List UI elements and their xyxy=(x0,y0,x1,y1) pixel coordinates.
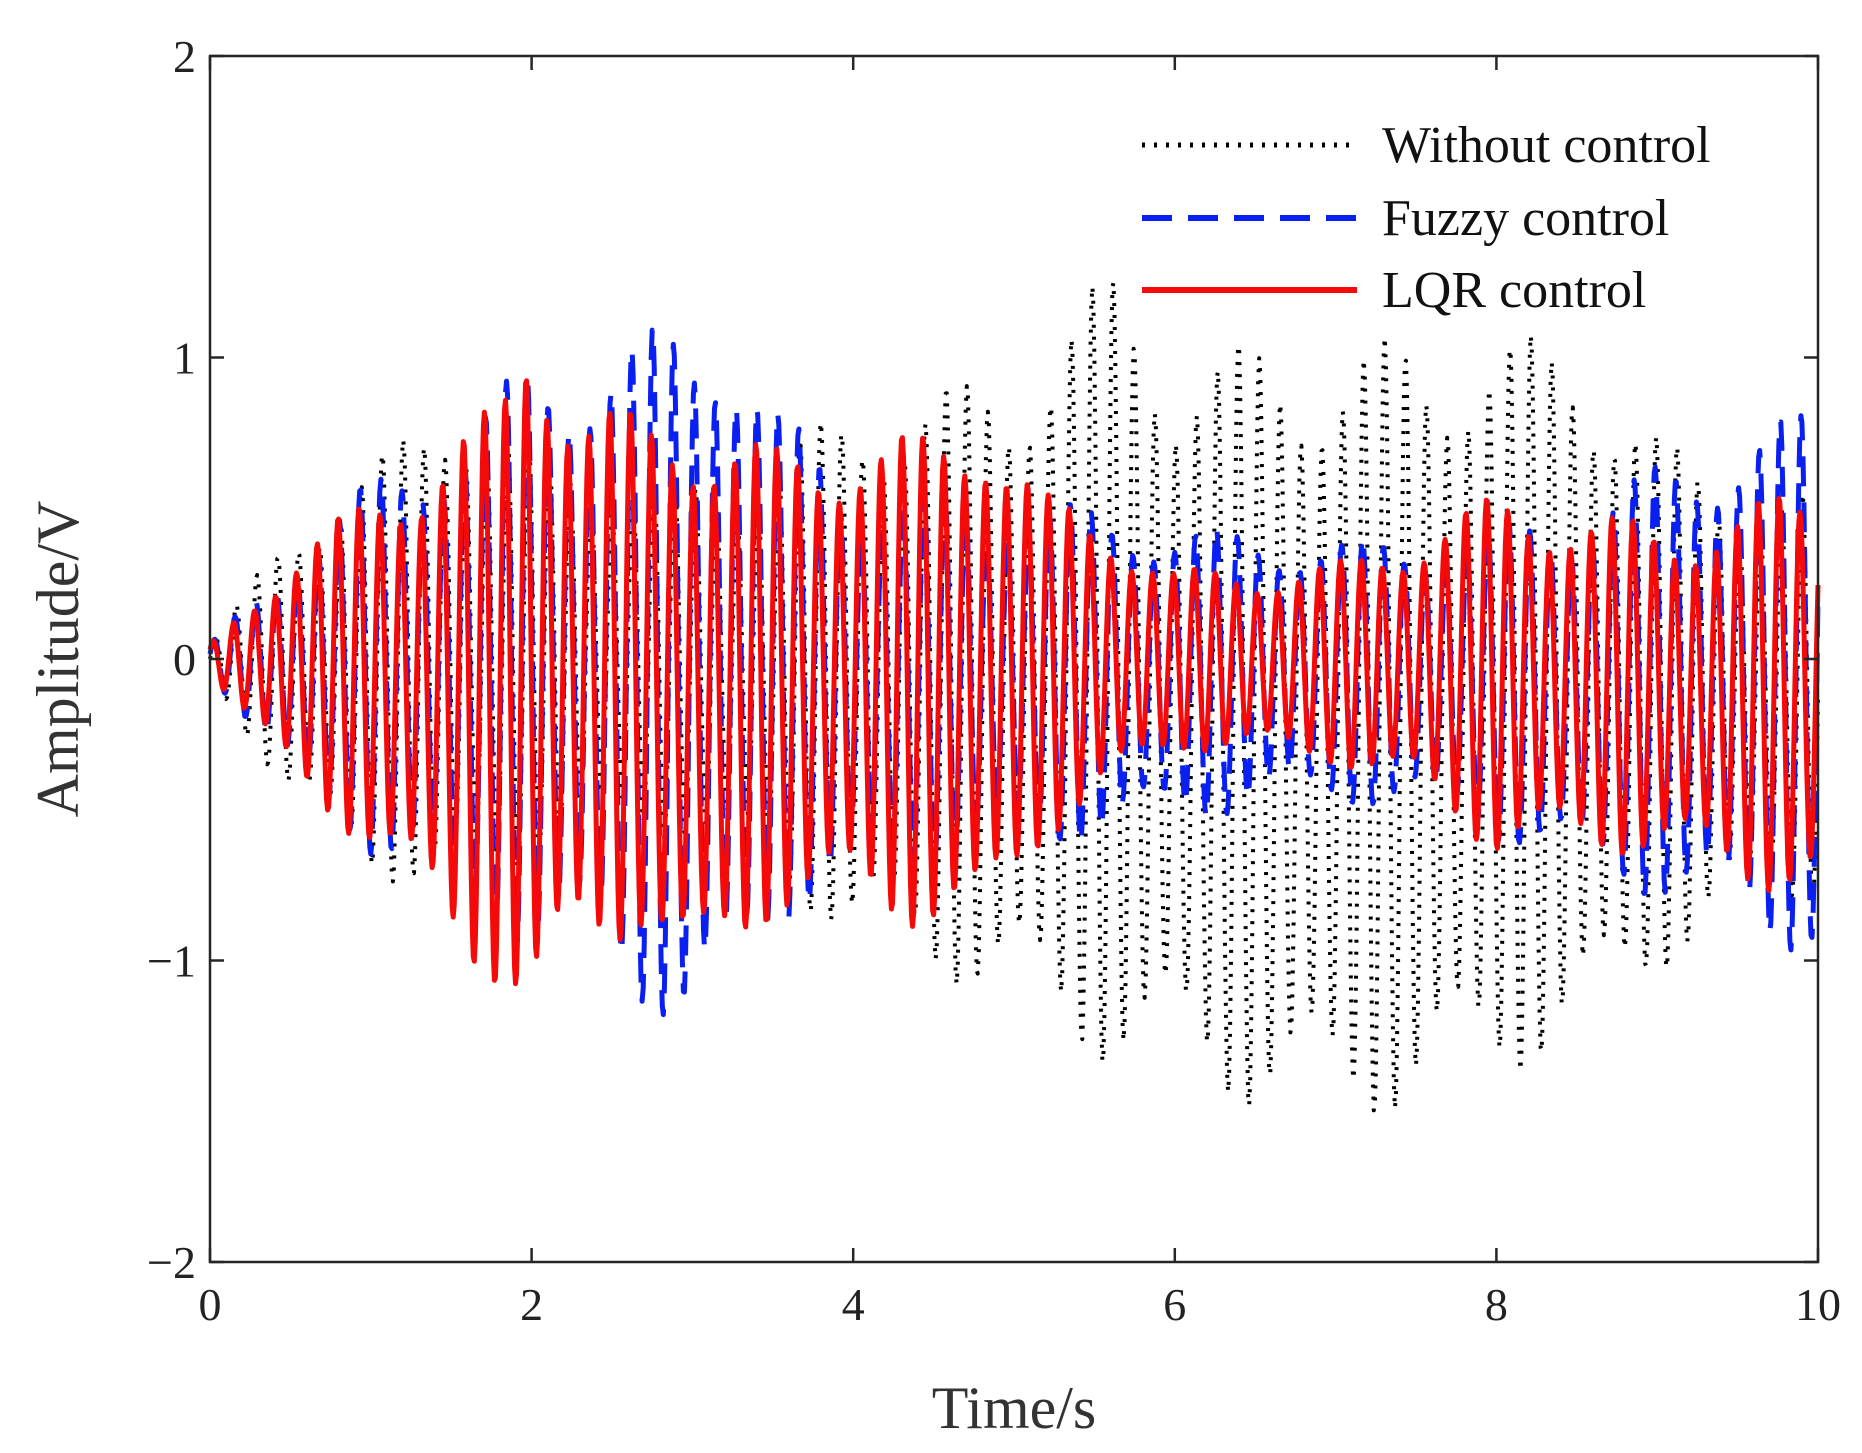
series-line-lqr-control xyxy=(207,378,1821,987)
legend-label: LQR control xyxy=(1382,262,1646,319)
x-tick-label: 4 xyxy=(842,1279,865,1330)
y-tick-label: −1 xyxy=(147,936,196,987)
legend-label: Fuzzy control xyxy=(1382,190,1669,247)
y-tick-label: 0 xyxy=(173,634,196,685)
legend-label: Without control xyxy=(1382,117,1711,174)
x-tick-label: 0 xyxy=(199,1279,222,1330)
y-tick-label: −2 xyxy=(147,1237,196,1288)
x-tick-label: 8 xyxy=(1485,1279,1508,1330)
y-tick-label: 1 xyxy=(173,333,196,384)
axis-ticks: 0 2 4 6 8 10 −2 −1 0 1 2 xyxy=(147,31,1841,1330)
x-axis-title: Time/s xyxy=(932,1375,1097,1441)
x-tick-label: 2 xyxy=(520,1279,543,1330)
series-layer xyxy=(207,280,1821,1113)
x-tick-label: 10 xyxy=(1795,1279,1841,1330)
y-tick-label: 2 xyxy=(173,31,196,82)
y-axis-title: Amplitude/V xyxy=(25,501,91,818)
x-tick-label: 6 xyxy=(1163,1279,1186,1330)
legend: Without control Fuzzy control LQR control xyxy=(1142,117,1711,319)
